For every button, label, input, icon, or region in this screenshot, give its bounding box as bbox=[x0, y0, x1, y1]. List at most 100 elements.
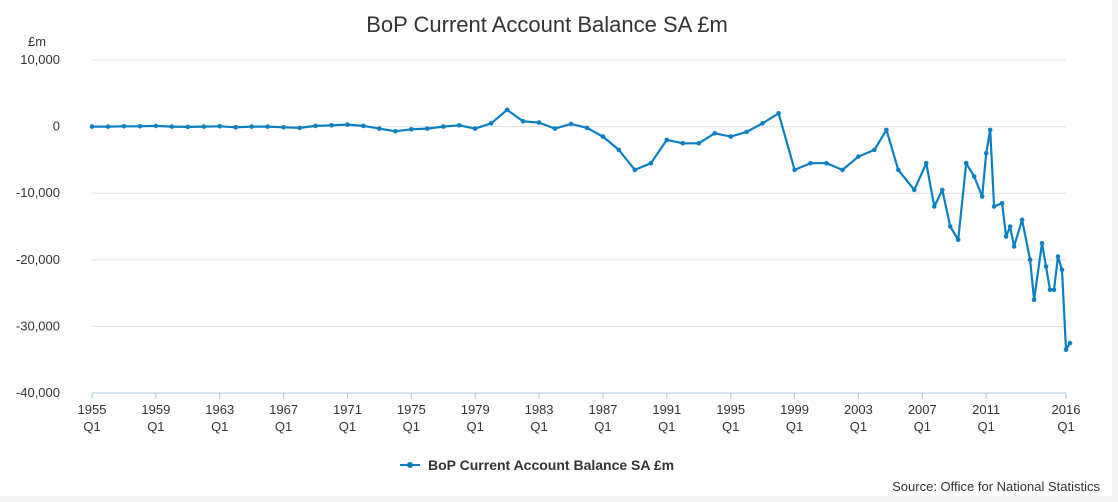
gridlines bbox=[92, 59, 1066, 394]
data-point[interactable] bbox=[1019, 217, 1025, 223]
data-point[interactable] bbox=[201, 124, 207, 129]
data-point[interactable] bbox=[377, 126, 382, 131]
data-point[interactable] bbox=[696, 141, 702, 146]
data-point[interactable] bbox=[680, 141, 686, 146]
data-point[interactable] bbox=[1067, 340, 1073, 346]
data-point[interactable] bbox=[884, 127, 889, 133]
data-point[interactable] bbox=[169, 124, 175, 129]
data-point[interactable] bbox=[1027, 257, 1033, 263]
data-point[interactable] bbox=[983, 150, 989, 156]
legend[interactable]: BoP Current Account Balance SA £m bbox=[400, 457, 674, 473]
data-point[interactable] bbox=[856, 154, 861, 159]
data-point[interactable] bbox=[616, 147, 622, 153]
x-tick-quarter-label: Q1 bbox=[83, 419, 100, 434]
x-tick-quarter-label: Q1 bbox=[467, 419, 484, 434]
data-point[interactable] bbox=[987, 127, 993, 133]
data-point[interactable] bbox=[712, 131, 717, 136]
data-point[interactable] bbox=[947, 224, 953, 229]
data-point[interactable] bbox=[329, 123, 334, 128]
x-tick-year-label: 1983 bbox=[525, 402, 554, 417]
data-point[interactable] bbox=[504, 107, 510, 113]
data-point[interactable] bbox=[121, 124, 127, 129]
data-point[interactable] bbox=[840, 167, 845, 173]
data-point[interactable] bbox=[1051, 287, 1057, 293]
data-point[interactable] bbox=[552, 126, 558, 131]
data-point[interactable] bbox=[963, 160, 969, 166]
data-point[interactable] bbox=[932, 204, 937, 209]
data-point[interactable] bbox=[409, 127, 414, 132]
data-point[interactable] bbox=[536, 120, 542, 125]
data-point[interactable] bbox=[441, 124, 446, 129]
y-tick-label: 0 bbox=[53, 119, 60, 134]
x-tick-quarter-label: Q1 bbox=[339, 419, 356, 434]
data-point[interactable] bbox=[233, 125, 238, 130]
data-point[interactable] bbox=[520, 119, 526, 124]
y-axis-ticks: 10,000 0 -10,000 -20,000 -30,000 -40,000 bbox=[16, 52, 60, 400]
data-point[interactable] bbox=[1003, 234, 1009, 239]
data-point[interactable] bbox=[361, 123, 366, 129]
data-point[interactable] bbox=[808, 160, 813, 166]
data-point[interactable] bbox=[955, 237, 961, 243]
data-point[interactable] bbox=[999, 200, 1005, 206]
data-point[interactable] bbox=[1031, 297, 1037, 303]
series-line[interactable] bbox=[92, 108, 1071, 351]
data-point[interactable] bbox=[1059, 267, 1065, 273]
y-tick-label: -20,000 bbox=[16, 252, 60, 267]
data-point[interactable] bbox=[425, 126, 430, 131]
x-tick-year-label: 1963 bbox=[205, 402, 234, 417]
x-tick-year-label: 1995 bbox=[716, 402, 745, 417]
x-tick-quarter-label: Q1 bbox=[914, 419, 931, 434]
data-point[interactable] bbox=[664, 137, 670, 143]
data-point[interactable] bbox=[153, 123, 159, 129]
data-point[interactable] bbox=[584, 125, 590, 131]
x-tick-year-label: 2003 bbox=[844, 402, 873, 417]
x-tick-quarter-label: Q1 bbox=[1057, 419, 1074, 434]
data-point[interactable] bbox=[393, 129, 398, 134]
data-point[interactable] bbox=[1063, 347, 1069, 353]
data-point[interactable] bbox=[281, 125, 286, 130]
data-point[interactable] bbox=[1011, 244, 1017, 249]
data-point[interactable] bbox=[728, 134, 733, 139]
data-point[interactable] bbox=[1055, 254, 1061, 259]
data-point[interactable] bbox=[488, 121, 494, 126]
data-point[interactable] bbox=[217, 124, 222, 129]
data-point[interactable] bbox=[1039, 240, 1045, 246]
data-point[interactable] bbox=[979, 194, 985, 199]
data-point[interactable] bbox=[872, 147, 877, 153]
data-point[interactable] bbox=[971, 174, 977, 179]
x-tick-year-label: 1955 bbox=[78, 402, 107, 417]
data-point[interactable] bbox=[632, 167, 638, 173]
data-point[interactable] bbox=[824, 160, 829, 166]
x-tick-quarter-label: Q1 bbox=[530, 419, 547, 434]
data-point[interactable] bbox=[760, 121, 765, 126]
data-point[interactable] bbox=[105, 124, 111, 129]
data-point[interactable] bbox=[265, 124, 270, 129]
y-tick-label: -40,000 bbox=[16, 385, 60, 400]
data-point[interactable] bbox=[568, 121, 574, 127]
data-point[interactable] bbox=[940, 187, 945, 193]
data-point[interactable] bbox=[89, 124, 95, 129]
y-tick-label: -30,000 bbox=[16, 318, 60, 333]
data-point[interactable] bbox=[776, 111, 781, 116]
data-point[interactable] bbox=[313, 123, 318, 129]
data-point[interactable] bbox=[924, 160, 929, 166]
data-point[interactable] bbox=[185, 124, 191, 130]
data-point[interactable] bbox=[472, 126, 478, 131]
data-point[interactable] bbox=[912, 187, 917, 193]
data-point[interactable] bbox=[1043, 264, 1049, 269]
data-point[interactable] bbox=[1047, 287, 1053, 293]
data-point[interactable] bbox=[297, 125, 302, 131]
data-point[interactable] bbox=[249, 124, 254, 129]
data-point[interactable] bbox=[744, 129, 749, 135]
data-point[interactable] bbox=[137, 124, 143, 129]
data-point[interactable] bbox=[600, 134, 606, 139]
data-point[interactable] bbox=[896, 167, 901, 173]
data-point[interactable] bbox=[792, 167, 797, 173]
x-tick-year-label: 1975 bbox=[397, 402, 426, 417]
data-point[interactable] bbox=[648, 160, 654, 166]
data-point[interactable] bbox=[456, 123, 462, 128]
data-point[interactable] bbox=[991, 204, 997, 209]
data-point[interactable] bbox=[1007, 224, 1013, 229]
data-point[interactable] bbox=[345, 122, 350, 127]
source-credit: Source: Office for National Statistics bbox=[892, 479, 1100, 494]
